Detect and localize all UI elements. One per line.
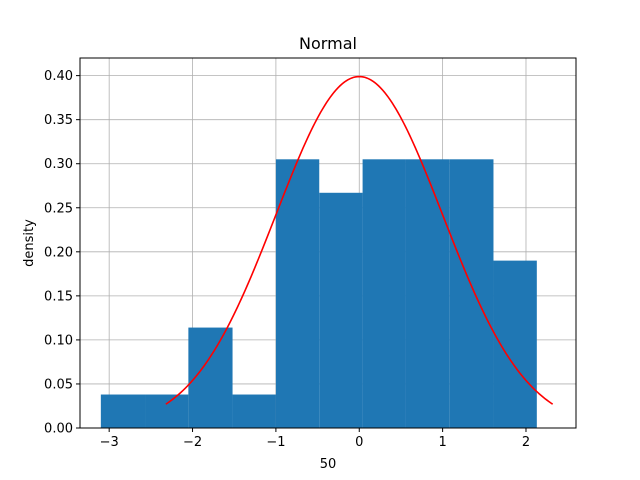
x-tick-label: −1: [266, 435, 285, 450]
x-tick-label: −2: [183, 435, 202, 450]
y-axis-ticks: 0.00 0.05 0.10 0.15 0.20 0.25 0.30 0.35 0.40: [44, 69, 80, 437]
y-tick-label: 0.30: [44, 157, 73, 172]
x-axis-ticks: −3 −2 −1 0 1 2: [100, 428, 530, 450]
y-tick-label: 0.05: [44, 377, 73, 392]
histogram-bar: [232, 394, 276, 428]
histogram-bar: [275, 159, 320, 429]
y-tick-label: 0.10: [44, 333, 73, 348]
y-tick-label: 0.35: [44, 113, 73, 128]
histogram-bar: [100, 394, 146, 428]
histogram-bar: [362, 159, 406, 429]
histogram-bar: [319, 192, 363, 428]
x-tick-label: 1: [438, 435, 446, 450]
density-curve-layer: [165, 75, 554, 405]
histogram-bar: [145, 394, 189, 428]
x-axis-label: 50: [320, 457, 337, 472]
histogram-bar: [405, 159, 450, 429]
y-axis-label: density: [22, 219, 37, 267]
chart-title: Normal: [299, 34, 357, 53]
y-tick-label: 0.15: [44, 289, 73, 304]
y-tick-label: 0.00: [44, 422, 73, 437]
plot-frame: [79, 57, 577, 429]
normal-density-curve: [165, 75, 554, 405]
histogram-bar: [449, 159, 494, 429]
y-tick-label: 0.20: [44, 245, 73, 260]
y-tick-label: 0.25: [44, 201, 73, 216]
y-tick-label: 0.40: [44, 69, 73, 84]
x-tick-label: 0: [355, 435, 363, 450]
x-tick-label: −3: [100, 435, 119, 450]
x-tick-label: 2: [522, 435, 530, 450]
histogram-bars: [100, 159, 537, 429]
